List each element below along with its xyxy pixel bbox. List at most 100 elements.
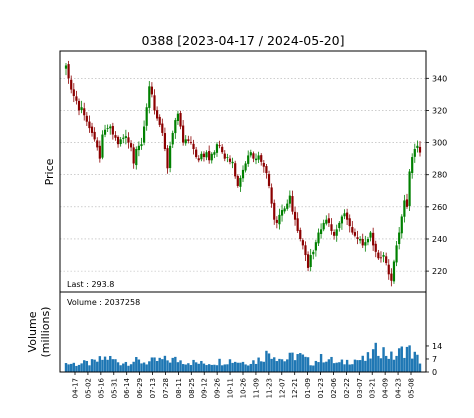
date-tick-label: 02-06 [330, 377, 338, 398]
price-tick-label: 220 [432, 267, 447, 276]
volume-bar [267, 353, 271, 372]
candle-body [299, 229, 302, 239]
volume-bar [218, 358, 221, 372]
volume-bar [400, 346, 403, 372]
candle-body [184, 139, 187, 144]
volume-bar [348, 364, 351, 372]
volume-bar [332, 363, 336, 372]
candle-body [187, 139, 190, 141]
date-tick-label: 03-07 [356, 378, 364, 398]
volume-bar [171, 357, 174, 372]
candle-body [322, 222, 325, 230]
candle-body [195, 149, 198, 158]
price-tick-label: 340 [432, 74, 447, 83]
candle-body [135, 149, 138, 166]
date-tick-label: 12-21 [291, 378, 299, 398]
date-tick-label: 06-29 [136, 378, 144, 398]
volume-tick-label: 0 [432, 368, 437, 377]
last-price-label: Last : 293.8 [67, 280, 114, 289]
candle-body [215, 144, 219, 153]
volume-bar [109, 355, 112, 372]
candle-body [176, 113, 180, 122]
candle-body [228, 158, 232, 162]
volume-bar [192, 359, 195, 372]
volume-bar [327, 359, 331, 372]
volume-bar [361, 355, 364, 372]
volume-bar [413, 351, 416, 372]
volume-bar [293, 360, 297, 372]
volume-bar [312, 365, 315, 372]
volume-bar [275, 361, 279, 372]
date-tick-label: 10-11 [227, 378, 235, 398]
date-tick-label: 07-13 [149, 378, 157, 398]
volume-bar [364, 360, 367, 372]
date-tick-label: 10-26 [240, 377, 248, 398]
volume-bar [410, 358, 414, 372]
candle-body [270, 187, 273, 204]
volume-bar [122, 363, 125, 372]
volume-bar [335, 362, 338, 372]
candle-body [132, 147, 135, 164]
volume-bar [189, 365, 193, 372]
candle-body [317, 232, 320, 244]
candle-body [140, 144, 143, 147]
candle-body [119, 139, 122, 145]
volume-bar [356, 360, 359, 372]
volume-bar [142, 362, 146, 372]
date-tick-label: 07-28 [162, 378, 170, 398]
candle-body [142, 126, 146, 143]
volume-bar [405, 346, 409, 372]
candle-body [319, 229, 323, 234]
candle-body [280, 210, 284, 216]
candle-body [116, 136, 120, 145]
candle-body [260, 155, 263, 162]
volume-bar [77, 364, 81, 372]
candle-body [163, 133, 167, 150]
volume-bar [135, 357, 138, 372]
volume-bar [210, 364, 213, 372]
volume-bar [150, 357, 154, 372]
volume-bar [236, 362, 239, 372]
volume-bar [254, 363, 258, 372]
candle-body [359, 238, 362, 241]
volume-bar [67, 364, 70, 372]
chart-title: 0388 [2023-04-17 / 2024-05-20] [142, 33, 345, 48]
candle-body [111, 126, 114, 135]
volume-bar [155, 360, 159, 372]
volume-bar [215, 365, 219, 372]
candle-body [333, 232, 336, 236]
candle-body [249, 152, 252, 156]
volume-bar [252, 360, 255, 372]
volume-bar [114, 359, 117, 372]
volume-bar [249, 363, 253, 372]
volume-bar [205, 365, 208, 372]
candle-body [335, 229, 338, 236]
price-axis: 220 240 260 280 300 320 340 [426, 74, 447, 276]
volume-bar [369, 358, 372, 372]
volume-tick-label: 14 [432, 342, 442, 351]
candle-body [309, 255, 312, 267]
date-axis: 04-17 05-02 05-16 05-31 06-14 06-29 07-13 07-28… [72, 372, 416, 398]
volume-bar [137, 359, 141, 372]
volume-bar [288, 352, 292, 372]
volume-bar [93, 359, 96, 372]
date-tick-label: 05-08 [408, 378, 416, 398]
volume-bar [239, 362, 242, 372]
candle-body [262, 162, 265, 167]
candle-body [114, 135, 117, 138]
candle-body [411, 157, 414, 174]
price-tick-label: 240 [432, 235, 447, 244]
volume-bar [223, 364, 226, 372]
volume-bar [314, 360, 318, 372]
date-tick-label: 04-09 [382, 378, 390, 398]
volume-axis-label-line: (millions) [39, 307, 52, 358]
candle-body [304, 245, 307, 256]
volume-bar [260, 361, 263, 372]
volume-bar [106, 359, 109, 372]
volume-bar [345, 359, 349, 372]
candle-body [122, 137, 125, 139]
volume-bar [286, 359, 289, 372]
volume-bar [148, 361, 151, 372]
candle-body [366, 238, 370, 243]
volume-bar [145, 364, 148, 372]
